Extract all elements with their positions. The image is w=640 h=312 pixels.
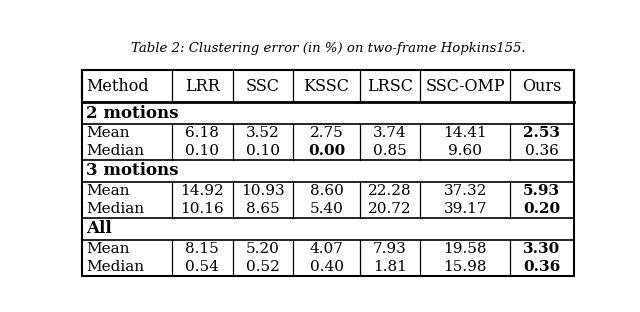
Text: 20.72: 20.72 (368, 202, 412, 216)
Text: 6.18: 6.18 (186, 126, 220, 140)
Text: SSC: SSC (246, 78, 280, 95)
Text: 0.20: 0.20 (523, 202, 560, 216)
Text: 0.36: 0.36 (525, 144, 559, 158)
Text: SSC-OMP: SSC-OMP (426, 78, 505, 95)
Text: 5.20: 5.20 (246, 241, 280, 256)
Text: 5.93: 5.93 (523, 184, 560, 198)
Text: 0.40: 0.40 (310, 260, 344, 274)
Text: 7.93: 7.93 (373, 241, 407, 256)
Text: LRSC: LRSC (367, 78, 413, 95)
Text: Median: Median (86, 144, 145, 158)
Text: 10.93: 10.93 (241, 184, 285, 198)
Text: 37.32: 37.32 (444, 184, 487, 198)
Text: 0.36: 0.36 (523, 260, 561, 274)
Text: Median: Median (86, 260, 145, 274)
Text: Mean: Mean (86, 241, 130, 256)
Text: 8.60: 8.60 (310, 184, 344, 198)
Text: 5.40: 5.40 (310, 202, 344, 216)
Text: Table 2: Clustering error (in %) on two-frame Hopkins155.: Table 2: Clustering error (in %) on two-… (131, 42, 525, 55)
Text: 39.17: 39.17 (444, 202, 487, 216)
Text: 8.65: 8.65 (246, 202, 280, 216)
Text: 1.81: 1.81 (373, 260, 407, 274)
Text: 2.53: 2.53 (524, 126, 560, 140)
Text: 2 motions: 2 motions (86, 105, 179, 122)
Text: 3.30: 3.30 (523, 241, 561, 256)
Text: 10.16: 10.16 (180, 202, 224, 216)
Text: 4.07: 4.07 (310, 241, 344, 256)
Text: All: All (86, 220, 112, 237)
Text: Mean: Mean (86, 184, 130, 198)
Text: 0.10: 0.10 (246, 144, 280, 158)
Text: Mean: Mean (86, 126, 130, 140)
Text: 19.58: 19.58 (444, 241, 487, 256)
Text: 0.10: 0.10 (186, 144, 220, 158)
Text: 22.28: 22.28 (368, 184, 412, 198)
Text: KSSC: KSSC (303, 78, 349, 95)
Text: Ours: Ours (522, 78, 561, 95)
Text: 3 motions: 3 motions (86, 163, 179, 179)
Text: LRR: LRR (185, 78, 220, 95)
Text: 3.52: 3.52 (246, 126, 280, 140)
Text: 8.15: 8.15 (186, 241, 220, 256)
Text: 14.41: 14.41 (444, 126, 487, 140)
Text: 15.98: 15.98 (444, 260, 487, 274)
Text: 9.60: 9.60 (448, 144, 482, 158)
Text: Method: Method (86, 78, 149, 95)
Text: 0.54: 0.54 (186, 260, 220, 274)
Text: 0.00: 0.00 (308, 144, 345, 158)
Text: Median: Median (86, 202, 145, 216)
Text: 0.52: 0.52 (246, 260, 280, 274)
Text: 0.85: 0.85 (373, 144, 407, 158)
Text: 2.75: 2.75 (310, 126, 344, 140)
Text: 3.74: 3.74 (373, 126, 407, 140)
Text: 14.92: 14.92 (180, 184, 224, 198)
